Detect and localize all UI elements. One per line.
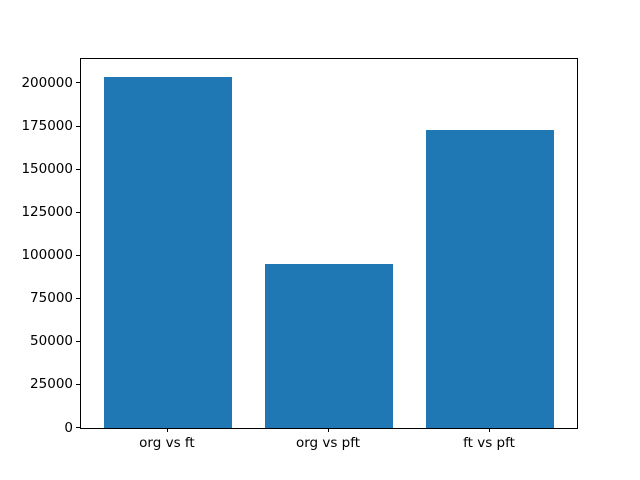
x-axis-tick-mark [166,428,168,432]
y-axis-tick-mark [76,427,80,428]
y-axis-tick-mark [76,254,80,256]
y-axis-tick-mark [76,297,80,299]
x-axis-tick-mark [328,428,329,432]
y-axis-tick-label: 175000 [21,118,73,135]
y-axis-tick-label: 50000 [30,333,73,350]
y-axis-tick-mark [76,340,80,342]
x-axis-tick-label: ft vs pft [463,435,515,451]
y-axis-tick-label: 200000 [21,74,73,91]
y-axis-tick-mark [76,383,80,385]
y-axis-tick-mark [76,168,80,170]
y-axis-tick-label: 100000 [21,247,73,264]
x-axis-tick-label: org vs ft [139,435,195,451]
y-axis-tick-label: 0 [64,419,73,436]
plot-area [80,58,578,429]
bar-ft-vs-pft [425,129,555,428]
y-axis-tick-mark [76,125,80,127]
y-axis-tick-mark [76,211,80,213]
x-axis-tick-mark [489,428,491,432]
y-axis-tick-mark [76,82,80,84]
bar-org-vs-ft [103,76,233,428]
y-axis-tick-label: 125000 [21,204,73,221]
y-axis-tick-label: 150000 [21,161,73,178]
y-axis-tick-label: 75000 [30,290,73,307]
bar-org-vs-pft [264,264,394,428]
x-axis-tick-label: org vs pft [295,435,361,451]
y-axis-tick-label: 25000 [30,376,73,393]
